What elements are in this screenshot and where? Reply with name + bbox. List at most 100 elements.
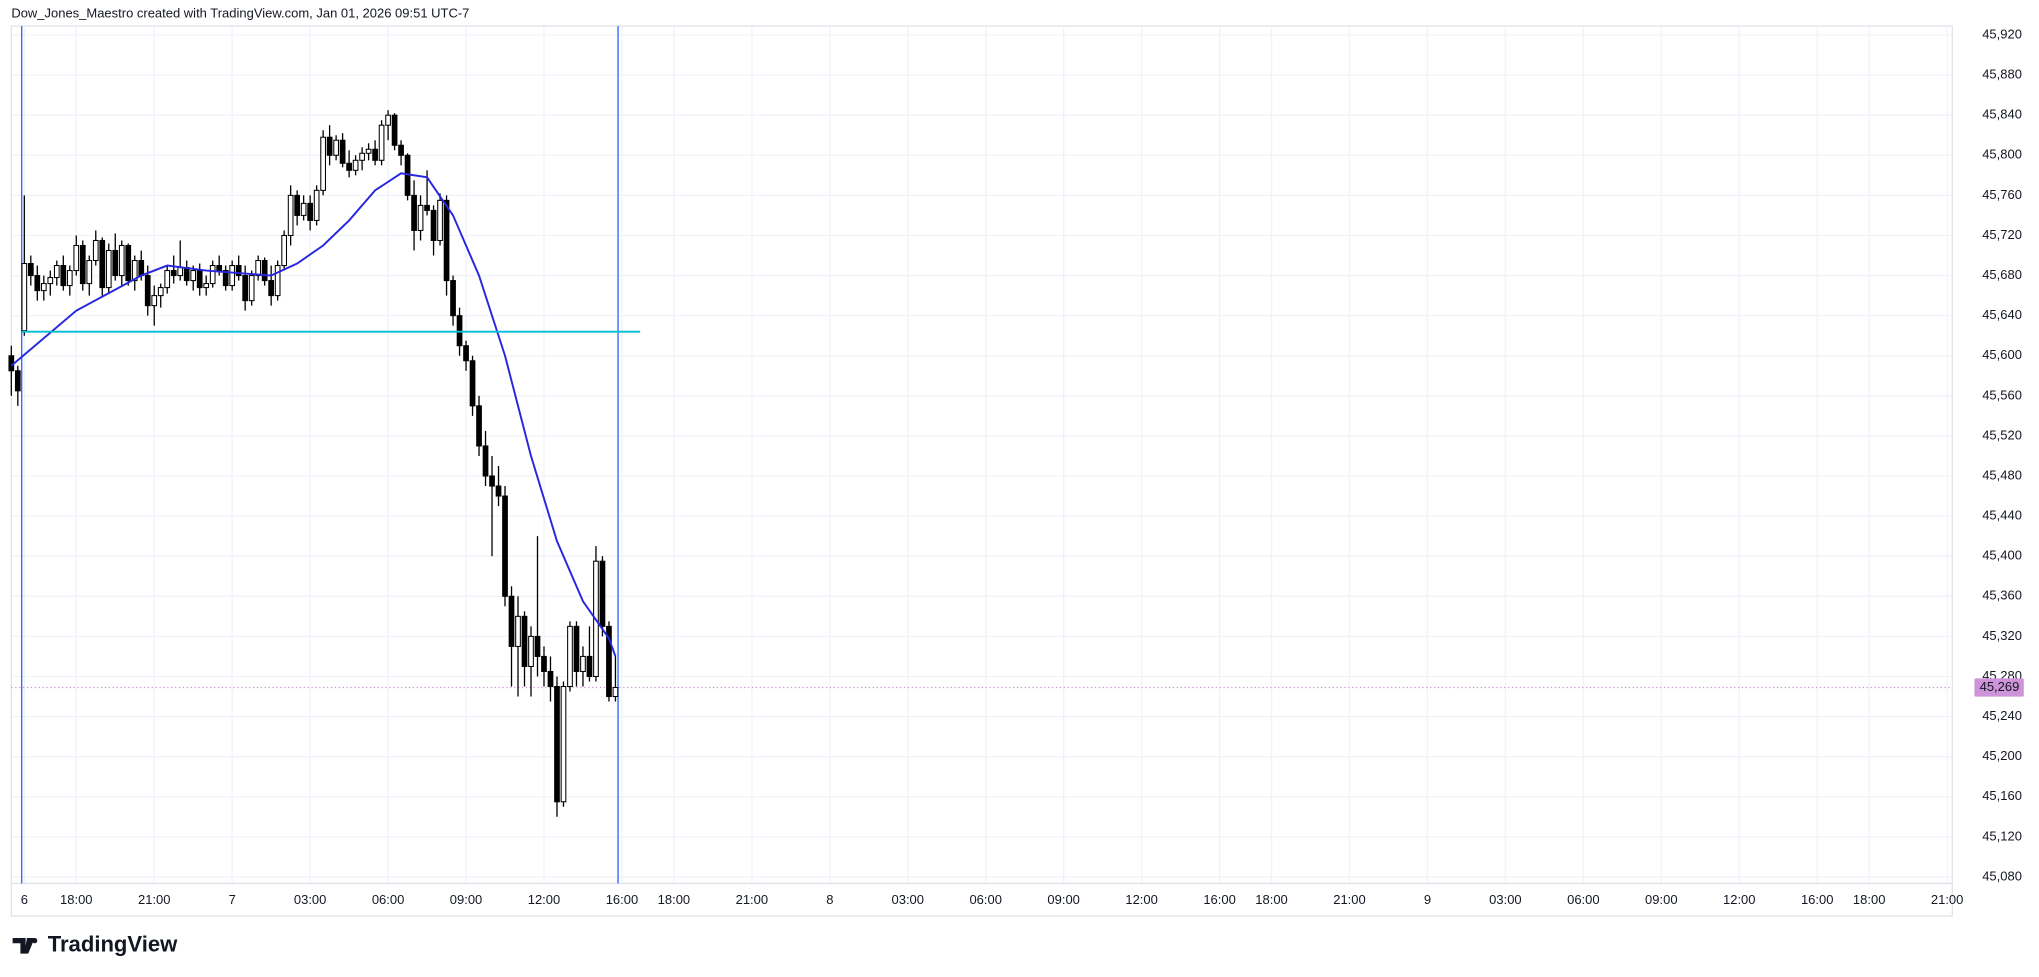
x-tick-label: 21:00 — [736, 892, 769, 907]
y-tick-label: 45,320 — [1982, 628, 2022, 643]
candle-body — [398, 144, 404, 156]
candle-body — [183, 267, 190, 282]
x-tick-label: 8 — [826, 892, 833, 907]
grid — [11, 25, 1953, 884]
candle-body — [105, 249, 112, 289]
last-price-label: 45,269 — [1980, 679, 2020, 694]
x-tick-label: 21:00 — [1333, 892, 1366, 907]
last-price-tag — [1974, 678, 2024, 697]
x-tick-label: 09:00 — [1645, 892, 1678, 907]
candle-body — [326, 136, 333, 156]
candle-body — [235, 265, 242, 277]
candle-body — [203, 283, 210, 289]
candle-body — [430, 209, 437, 241]
candle-body — [248, 275, 255, 302]
candle-body — [560, 685, 567, 803]
candle-body — [229, 265, 236, 287]
candle-body — [73, 244, 80, 272]
candle-body — [99, 239, 106, 289]
header-text: Dow_Jones_Maestro created with TradingVi… — [11, 6, 469, 21]
y-tick-label: 45,760 — [1982, 187, 2022, 202]
x-tick-label: 7 — [229, 892, 236, 907]
candle-body — [157, 287, 164, 297]
candle-body — [300, 202, 307, 216]
x-tick-label: 09:00 — [1047, 892, 1080, 907]
candle-body — [534, 635, 541, 657]
x-tick-label: 12:00 — [528, 892, 561, 907]
y-tick-label: 45,600 — [1982, 347, 2022, 362]
candle-body — [450, 280, 456, 317]
x-tick-label: 03:00 — [1489, 892, 1522, 907]
candle-body — [170, 270, 177, 277]
candle-body — [40, 283, 47, 292]
x-tick-label: 06:00 — [969, 892, 1002, 907]
candle-body — [346, 162, 352, 171]
x-tick-label: 12:00 — [1125, 892, 1158, 907]
candle-body — [463, 345, 469, 362]
candle-body — [365, 148, 372, 154]
candle-body — [606, 625, 612, 698]
candle-body — [196, 270, 203, 289]
candle-body — [294, 194, 301, 216]
candle-body — [151, 295, 158, 307]
candle-body — [580, 655, 586, 672]
y-tick-label: 45,120 — [1982, 828, 2022, 843]
y-tick-label: 45,360 — [1982, 588, 2022, 603]
x-tick-label: 16:00 — [1801, 892, 1834, 907]
y-tick-label: 45,240 — [1982, 708, 2022, 723]
candle-body — [612, 686, 619, 698]
candle-body — [216, 265, 223, 272]
x-tick-label: 06:00 — [1567, 892, 1600, 907]
candle-body — [177, 267, 184, 277]
candle-body — [118, 244, 125, 277]
candle-body — [333, 139, 339, 156]
marks — [8, 25, 1953, 884]
candle-body — [528, 635, 534, 667]
y-tick-label: 45,480 — [1982, 467, 2022, 482]
x-tick-label: 03:00 — [892, 892, 925, 907]
candle-body — [307, 202, 313, 221]
x-tick-label: 18:00 — [658, 892, 691, 907]
candle-body — [255, 260, 262, 277]
candle-body — [287, 194, 294, 236]
candle-body — [339, 139, 346, 164]
candle-body — [547, 670, 554, 688]
candle-body — [261, 260, 268, 282]
candle-body — [14, 370, 21, 392]
x-tick-label: 09:00 — [450, 892, 483, 907]
y-tick-label: 45,720 — [1982, 227, 2022, 242]
y-tick-label: 45,840 — [1982, 107, 2022, 122]
candle-body — [125, 244, 132, 282]
y-tick-label: 45,920 — [1982, 26, 2022, 41]
y-tick-label: 45,080 — [1982, 868, 2022, 883]
candle-body — [372, 148, 378, 161]
x-tick-label: 16:00 — [606, 892, 639, 907]
candle-body — [359, 152, 365, 161]
y-tick-label: 45,800 — [1982, 147, 2022, 162]
candle-body — [411, 194, 417, 231]
y-tick-label: 45,200 — [1982, 748, 2022, 763]
candle-body — [443, 199, 450, 282]
candle-body — [138, 260, 145, 277]
candle-body — [417, 204, 424, 231]
logo-dot — [32, 938, 38, 944]
candle-body — [144, 275, 151, 307]
candle-body — [209, 265, 216, 285]
candle-body — [313, 189, 320, 221]
candle-body — [554, 685, 560, 803]
candle-body — [469, 360, 476, 407]
y-tick-label: 45,440 — [1982, 508, 2022, 523]
moving-average — [10, 172, 617, 657]
candle-body — [599, 560, 606, 627]
candle-body — [27, 263, 34, 277]
candle-body — [456, 315, 463, 347]
candle-body — [502, 495, 508, 597]
candle-body — [482, 445, 489, 477]
candle-body — [79, 244, 86, 285]
logo: TradingView — [12, 932, 178, 957]
footer-brand: TradingView — [48, 932, 178, 957]
candle-body — [476, 405, 482, 447]
